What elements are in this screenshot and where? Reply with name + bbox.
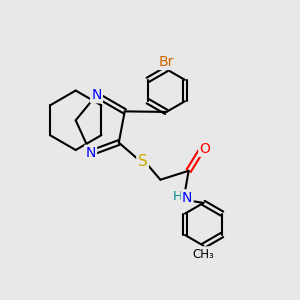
Text: O: O — [200, 142, 210, 155]
Text: N: N — [85, 146, 96, 160]
Text: H: H — [173, 190, 182, 202]
Text: Br: Br — [159, 55, 174, 69]
Text: N: N — [91, 88, 102, 102]
Text: N: N — [182, 190, 192, 205]
Text: CH₃: CH₃ — [193, 248, 214, 260]
Text: S: S — [138, 154, 147, 169]
